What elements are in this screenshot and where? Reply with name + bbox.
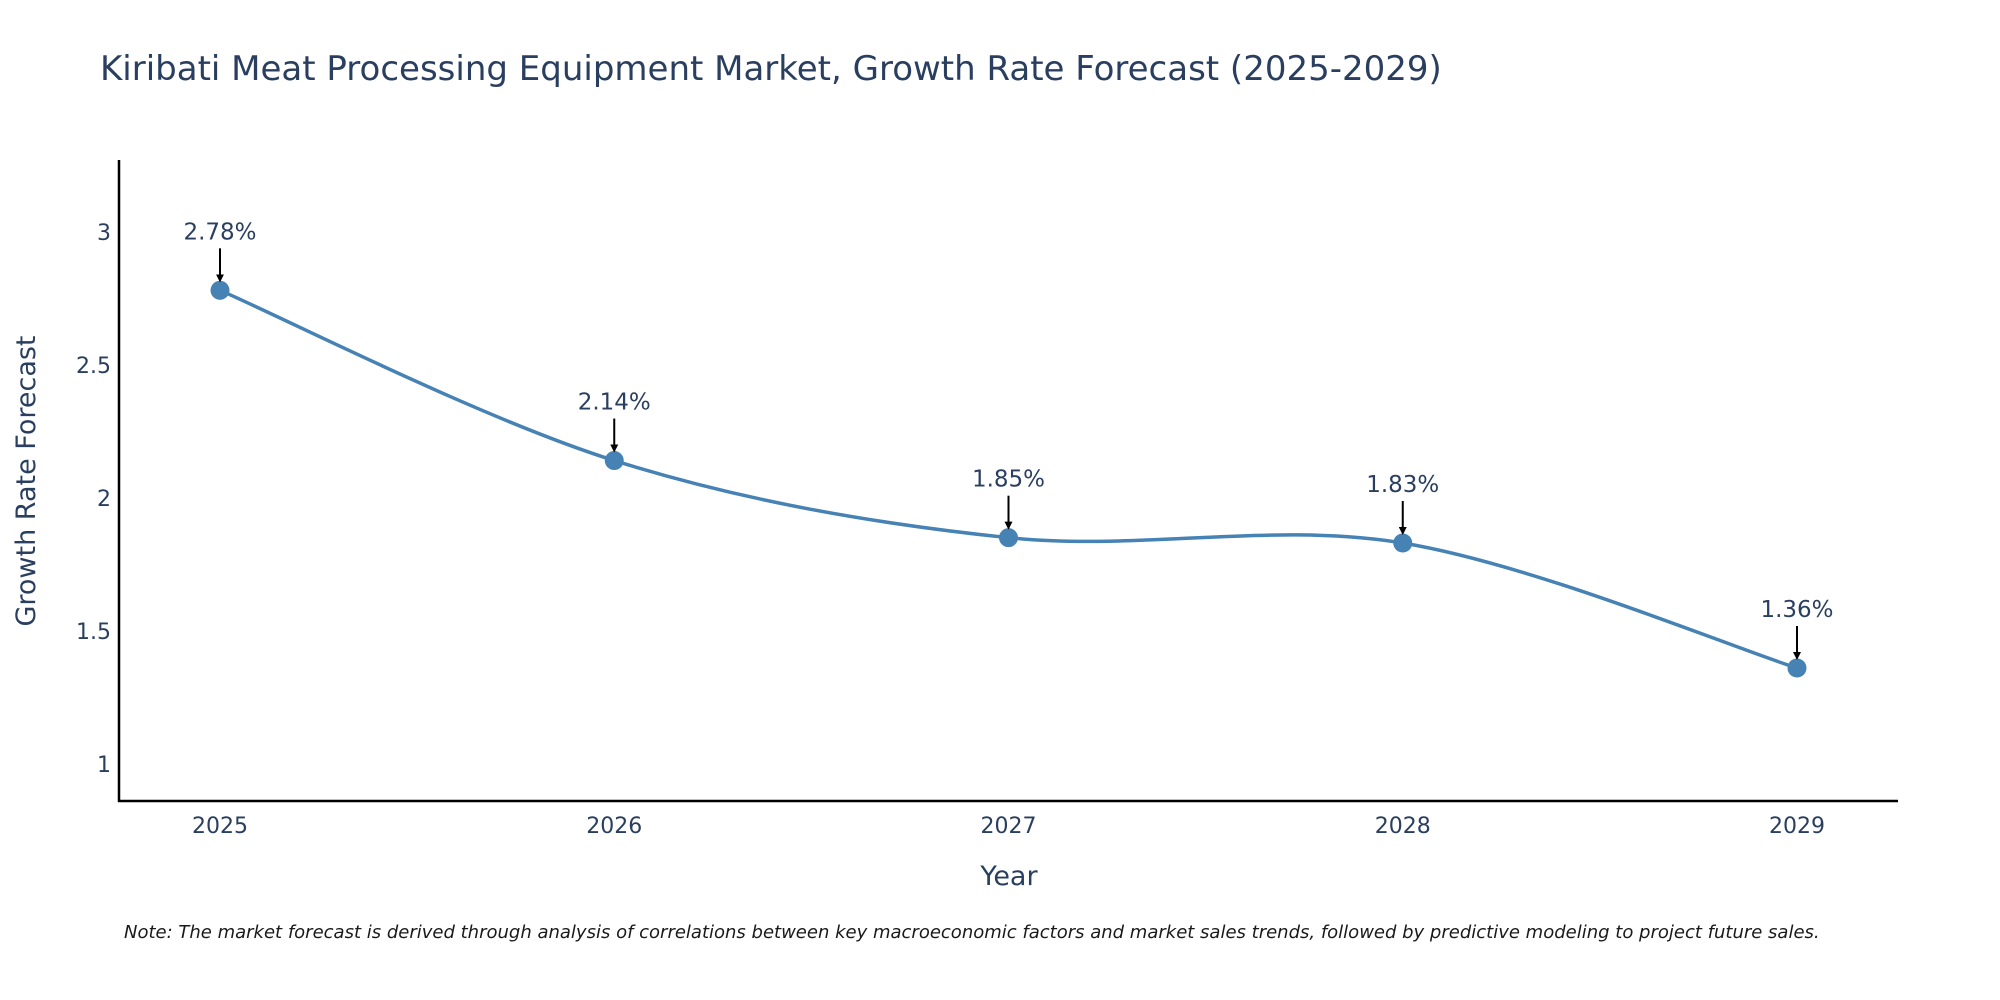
y-tick-label: 1.5 xyxy=(76,620,111,645)
x-axis-ticks: 2025 2026 2027 2028 2029 xyxy=(192,814,1825,839)
data-point-marker xyxy=(1787,658,1807,678)
x-axis-title: Year xyxy=(979,861,1038,892)
data-label: 2.78% xyxy=(183,219,256,245)
chart-title: Kiribati Meat Processing Equipment Marke… xyxy=(100,49,1442,89)
data-point-marker xyxy=(999,528,1018,548)
y-axis-ticks: 1 1.5 2 2.5 3 xyxy=(76,221,111,778)
x-tick-label: 2029 xyxy=(1769,814,1825,839)
chart-note: Note: The market forecast is derived thr… xyxy=(124,922,1820,943)
y-tick-label: 3 xyxy=(97,221,111,246)
y-tick-label: 2.5 xyxy=(76,354,111,379)
data-label: 1.36% xyxy=(1760,597,1833,623)
x-tick-label: 2026 xyxy=(586,814,642,839)
data-label: 2.14% xyxy=(578,390,651,416)
x-tick-label: 2028 xyxy=(1375,814,1431,839)
y-tick-label: 1 xyxy=(97,753,111,778)
data-annotations: 2.78% 2.14% 1.85% 1.83% 1.36% xyxy=(183,219,1834,661)
data-points xyxy=(210,280,1807,678)
data-point-marker xyxy=(604,451,624,471)
x-tick-label: 2025 xyxy=(192,814,248,839)
data-point-marker xyxy=(1393,533,1413,553)
data-point-marker xyxy=(210,280,230,300)
y-axis-title: Growth Rate Forecast xyxy=(11,335,42,626)
x-tick-label: 2027 xyxy=(981,814,1037,839)
y-tick-label: 2 xyxy=(97,487,111,512)
data-label: 1.85% xyxy=(972,467,1045,493)
data-label: 1.83% xyxy=(1366,472,1439,498)
